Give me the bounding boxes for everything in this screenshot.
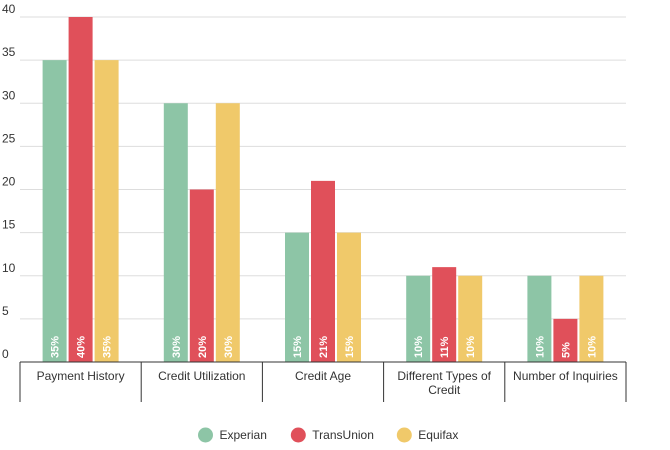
legend: Experian TransUnion Equifax xyxy=(198,427,458,443)
x-axis: Payment History Credit Utilization Credit … xyxy=(19,361,627,402)
category-label: Different Types of xyxy=(397,369,491,383)
bar-value-label: 35% xyxy=(50,336,62,358)
legend-label-equifax: Equifax xyxy=(418,428,458,442)
y-tick-label: 0 xyxy=(2,347,9,361)
bars: 35% 40% 35% 30% 20% 30% 15% 21% 15% 10% 11% 10% 10% 5… xyxy=(42,17,604,362)
legend-label-transunion: TransUnion xyxy=(312,428,374,442)
legend-label-experian: Experian xyxy=(220,428,267,442)
bar-value-label: 21% xyxy=(318,336,330,358)
bar-equifax xyxy=(94,60,119,362)
bar-value-label: 15% xyxy=(344,336,356,358)
bar-equifax xyxy=(579,275,604,362)
bar-experian xyxy=(527,275,552,362)
bar-transunion xyxy=(68,17,93,362)
bar-experian xyxy=(285,232,309,362)
bar-transunion xyxy=(553,318,578,362)
category-label: Credit xyxy=(428,383,461,397)
bar-value-label: 30% xyxy=(171,336,183,358)
bar-value-label: 40% xyxy=(76,336,88,358)
bar-transunion xyxy=(432,267,457,362)
bar-value-label: 30% xyxy=(223,336,235,358)
y-tick-label: 25 xyxy=(2,131,16,145)
bar-value-label: 35% xyxy=(102,336,114,358)
category-label: Number of Inquiries xyxy=(513,369,618,383)
y-tick-label: 20 xyxy=(2,175,16,189)
bar-experian xyxy=(42,60,67,362)
legend-swatch-experian xyxy=(198,427,213,443)
y-tick-label: 30 xyxy=(2,88,16,102)
category-label: Payment History xyxy=(37,369,125,383)
legend-swatch-equifax xyxy=(396,427,412,443)
y-tick-label: 35 xyxy=(2,45,16,59)
bar-value-label: 10% xyxy=(413,336,425,358)
y-tick-label: 10 xyxy=(2,261,16,275)
y-axis: 0 5 10 15 20 25 30 35 40 xyxy=(2,2,16,361)
bar-experian xyxy=(406,275,431,362)
bar-value-label: 20% xyxy=(197,336,209,358)
bar-value-label: 10% xyxy=(465,336,477,358)
bar-transunion xyxy=(311,180,335,362)
bar-equifax xyxy=(337,232,361,362)
bar-value-label: 10% xyxy=(586,336,598,358)
y-tick-label: 40 xyxy=(2,2,16,16)
bar-value-label: 11% xyxy=(439,336,451,358)
y-tick-label: 15 xyxy=(2,218,16,232)
category-label: Credit Age xyxy=(295,369,351,383)
y-tick-label: 5 xyxy=(2,304,9,318)
category-label: Credit Utilization xyxy=(158,369,245,383)
bar-equifax xyxy=(458,275,483,362)
legend-swatch-transunion xyxy=(290,427,306,443)
bar-equifax xyxy=(215,103,240,362)
bar-transunion xyxy=(189,189,214,362)
bar-experian xyxy=(163,103,188,362)
bar-value-label: 15% xyxy=(292,336,304,358)
bar-value-label: 5% xyxy=(560,342,572,358)
bar-value-label: 10% xyxy=(534,336,546,358)
